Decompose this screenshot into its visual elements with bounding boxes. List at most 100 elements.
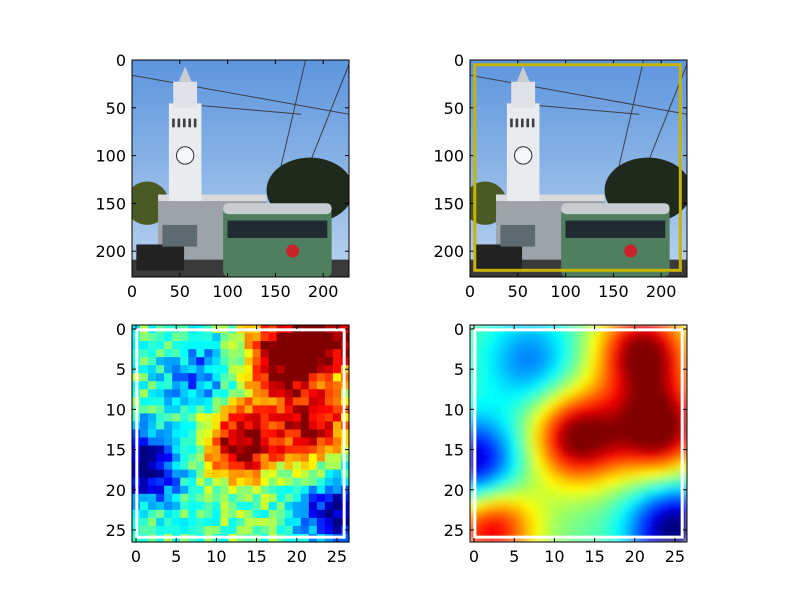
heatmap-cell [292,421,302,431]
heatmap-cell [638,397,648,406]
heatmap-cell [558,461,568,471]
heatmap-cell [518,421,527,431]
heatmap-cell [558,373,568,382]
heatmap-cell [236,525,246,535]
heatmap-cell [598,341,608,350]
heatmap-cell [606,437,616,447]
heatmap-cell [590,469,600,479]
heatmap-cell [300,357,310,366]
heatmap-cell [654,405,664,415]
heatmap-cell [542,381,551,390]
heatmap-cell [486,341,495,350]
heatmap-cell [566,437,576,447]
heatmap-cell [662,509,672,519]
heatmap-cell [212,461,222,471]
heatmap-cell [180,389,189,398]
heatmap-cell [526,525,535,535]
heatmap-cell [268,381,278,390]
heatmap-cell [574,333,584,342]
heatmap-cell [164,357,173,366]
heatmap-cell [582,437,592,447]
heatmap-cell [316,453,326,463]
heatmap-cell [558,341,568,350]
heatmap-cell [630,445,640,455]
heatmap-cell [478,477,487,487]
heatmap-cell [646,517,656,527]
heatmap-cell [534,397,543,406]
heatmap-cell [324,421,334,431]
heatmap-cell [276,493,286,503]
heatmap-cell [284,381,294,390]
heatmap-cell [494,373,503,382]
heatmap-cell [300,421,310,431]
heatmap-cell [622,405,632,415]
heatmap-cell [654,501,664,511]
heatmap-cell [156,525,165,535]
heatmap-cell [164,365,173,374]
heatmap-cell [292,333,302,342]
heatmap-cell [252,381,262,390]
heatmap-cell [180,333,189,342]
heatmap-cell [598,357,608,366]
heatmap-cell [276,461,286,471]
heatmap-cell [252,397,262,406]
y-tick-label: 15 [444,441,464,460]
heatmap-cell [252,389,262,398]
heatmap-cell [332,525,342,535]
heatmap-cell [332,509,342,519]
heatmap-cell [518,453,527,463]
heatmap-cell [646,509,656,519]
heatmap-cell [316,413,326,423]
heatmap-cell [654,341,664,350]
heatmap-cell [260,341,270,350]
heatmap-cell [614,397,624,406]
heatmap-cell [670,493,680,503]
heatmap-cell [598,389,608,398]
heatmap-cell [574,405,584,415]
heatmap-cell [598,349,608,358]
heatmap-cell [196,525,205,535]
heatmap-cell [558,421,568,431]
heatmap-cell [622,525,632,535]
heatmap-cell [156,445,165,455]
heatmap-cell [574,469,584,479]
heatmap-cell [638,413,648,423]
heatmap-cell [502,437,511,447]
heatmap-cell [622,341,632,350]
heatmap-cell [494,349,503,358]
heatmap-cell [622,461,632,471]
heatmap-cell [638,453,648,463]
heatmap-cell [558,357,568,366]
heatmap-cell [566,381,576,390]
heatmap-cell [542,509,551,519]
heatmap-cell [534,421,543,431]
heatmap-cell [284,453,294,463]
heatmap-cell [244,405,254,415]
heatmap-cell [236,501,246,511]
heatmap-cell [622,501,632,511]
heatmap-cell [494,381,503,390]
heatmap-cell [148,437,157,447]
heatmap-cell [180,373,189,382]
heatmap-cell [284,469,294,479]
heatmap-cell [662,373,672,382]
heatmap-cell [478,493,487,503]
heatmap-cell [502,485,511,495]
heatmap-cell [630,357,640,366]
heatmap-cell [494,453,503,463]
y-tick-label: 0 [116,51,126,70]
heatmap-cell [228,373,238,382]
heatmap-cell [276,429,286,439]
heatmap-cell [574,501,584,511]
heatmap-cell [204,517,213,527]
heatmap-cell [316,341,326,350]
heatmap-cell [204,429,213,439]
heatmap-cell [494,485,503,495]
heatmap-cell [292,349,302,358]
heatmap-cell [324,405,334,415]
heatmap-cell [526,517,535,527]
heatmap-cell [188,469,197,479]
heatmap-cell [284,397,294,406]
tower-window [520,118,524,128]
heatmap-cell [164,517,173,527]
